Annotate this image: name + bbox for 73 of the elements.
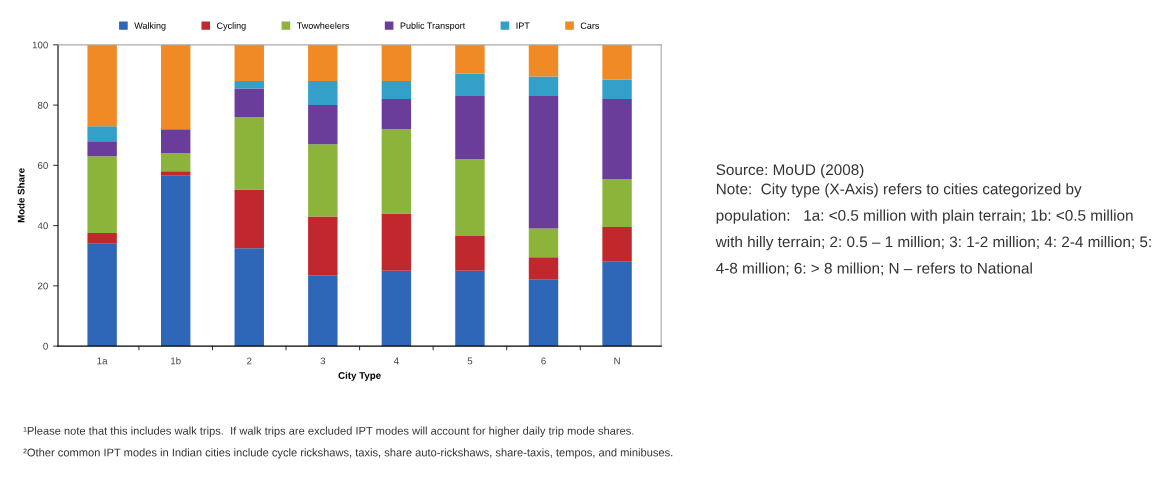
x-tick-label: 1b: [171, 357, 181, 365]
bar: [160, 153, 191, 172]
bar: [455, 236, 485, 271]
bar: [234, 44, 264, 81]
bar: [602, 44, 632, 80]
bar: [87, 233, 117, 244]
x-tick-label: 1a: [97, 357, 108, 365]
bar: [602, 178, 632, 228]
bar: [308, 44, 338, 81]
x-axis-title: City Type: [338, 371, 381, 381]
bar: [308, 105, 338, 145]
bar: [234, 248, 264, 347]
y-tick-label: 80: [37, 101, 48, 109]
bar: [381, 270, 412, 347]
legend-label: Public Transport: [400, 22, 466, 31]
x-tick-label: 2: [247, 357, 252, 365]
legend-label: Cars: [580, 22, 600, 29]
bar: [160, 44, 191, 130]
source-note: Source: MoUD (2008): [716, 163, 864, 179]
bar: [160, 171, 191, 176]
x-tick-label: N: [614, 357, 620, 365]
bar: [381, 99, 412, 130]
bar: [455, 159, 485, 237]
legend-label: IPT: [516, 22, 530, 29]
bar: [87, 44, 117, 127]
bar: [381, 44, 412, 81]
bar: [602, 261, 632, 347]
bar: [381, 80, 412, 100]
bar: [455, 44, 485, 74]
bar: [234, 88, 264, 118]
bar: [87, 156, 117, 234]
y-tick-label: 20: [37, 282, 48, 290]
bar: [87, 126, 117, 142]
text: ²Other common IPT modes in Indian cities include cycle rickshaws, taxis, share auto-rickshaws, share-taxis, tempos, and minibuses.: [23, 448, 673, 459]
y-axis-title: Mode Share: [17, 168, 25, 223]
bar: [234, 80, 264, 89]
y-tick-label: 100: [32, 41, 48, 49]
bar: [381, 129, 412, 214]
bar: [308, 216, 338, 276]
bar: [528, 228, 559, 258]
bar: [528, 279, 559, 347]
bar: [234, 189, 264, 249]
bar: [308, 275, 338, 347]
x-tick-label: 5: [467, 357, 473, 365]
bar: [455, 96, 485, 160]
bar: [602, 227, 632, 262]
y-tick-label: 60: [37, 162, 48, 169]
bar: [160, 129, 191, 154]
x-tick-label: 3: [320, 357, 326, 365]
bar: [528, 257, 559, 280]
bar: [528, 96, 559, 229]
bar: [528, 76, 559, 97]
legend-label: Cycling: [217, 22, 246, 31]
bar: [234, 117, 264, 190]
bar: [308, 80, 338, 106]
bar: [602, 99, 632, 179]
x-tick-label: 4: [393, 357, 399, 365]
bar: [602, 79, 632, 100]
legend-label: Twowheelers: [296, 22, 350, 29]
bar: [455, 73, 485, 97]
y-tick-label: 0: [43, 342, 48, 350]
bar: [528, 44, 559, 77]
bar: [308, 144, 338, 217]
text: Note: City type (X-Axis) refers to cities categorized by population: 1a: <0.5 million with plain terrain; 1b: <0.5 million with hilly terrain; 2: 0.5 – 1 million; 3: 1-2 million; 4: 2-4 million; 5: 4-8 million; 6: > 8 million; N – refers to National: [715, 183, 1151, 276]
y-tick-label: 40: [37, 222, 48, 230]
bar: [160, 175, 191, 347]
bar: [87, 243, 117, 347]
bar: [381, 213, 412, 271]
x-tick-label: 6: [541, 357, 546, 365]
legend-label: Walking: [134, 22, 166, 31]
bar: [455, 270, 485, 347]
bar: [87, 141, 117, 157]
text: ¹Please note that this includes walk trips. If walk trips are excluded IPT modes will account for higher daily trip mode shares.: [23, 426, 634, 437]
